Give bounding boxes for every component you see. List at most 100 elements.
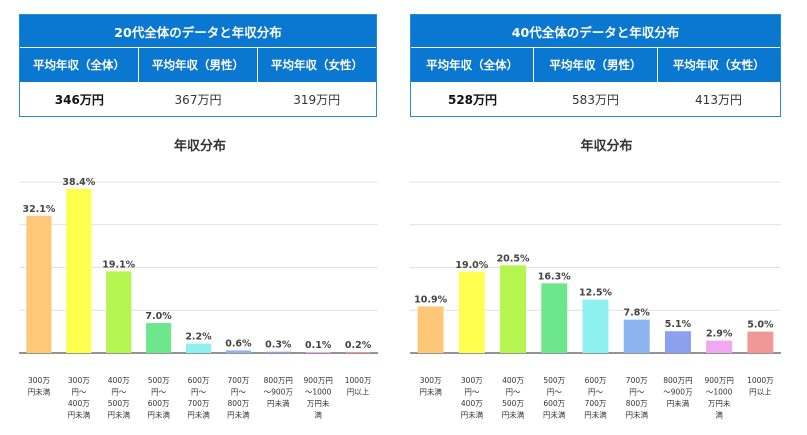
bar [747, 331, 774, 353]
x-tick-line: 満 [314, 411, 322, 420]
x-tick-line: 900万円 [705, 376, 734, 385]
x-tick-line: 500万 [502, 399, 524, 408]
x-tick-line: 円～ [588, 388, 603, 397]
x-tick-line: 300万 [461, 376, 483, 385]
chart-title: 年収分布 [580, 139, 633, 154]
bar [66, 188, 92, 353]
header-avg-female: 平均年収（女性） [672, 58, 765, 72]
header-avg-female: 平均年収（女性） [271, 58, 363, 72]
stats-value-row: 346万円 367万円 319万円 [20, 82, 376, 116]
bar [26, 215, 52, 353]
bar-value-label: 19.1% [102, 259, 135, 270]
x-tick-line: 400万 [502, 376, 524, 385]
x-tick-line: 700万 [626, 376, 648, 385]
x-tick-label: 500万円～ 600万円未満 [543, 376, 566, 420]
bar-value-label: 2.2% [185, 332, 212, 343]
bar [417, 306, 444, 353]
x-tick-line: 円未満 [419, 387, 442, 397]
x-tick-line: 円未満 [267, 398, 290, 408]
x-tick-line: 円未満 [227, 410, 250, 420]
bar [706, 340, 733, 353]
x-tick-line: 円～ [629, 388, 644, 397]
x-tick-line: 600万 [188, 376, 210, 385]
x-tick-label: 1000万円以上 [747, 376, 774, 397]
stats-table-title: 20代全体のデータと年収分布 [20, 15, 376, 48]
x-tick-label: 400万円～ 500万円未満 [107, 376, 130, 420]
bar-value-label: 5.1% [665, 319, 692, 330]
x-tick-line: 500万 [108, 399, 130, 408]
x-tick-line: 円未満 [502, 410, 525, 420]
x-tick-line: 円未満 [68, 410, 91, 420]
stats-header-row: 平均年収（全体） 平均年収（男性） 平均年収（女性） [411, 48, 780, 82]
bar-value-label: 2.9% [706, 329, 733, 340]
x-tick-line: 400万 [68, 399, 90, 408]
value-avg-male: 583万円 [572, 92, 619, 107]
bar-value-label: 10.9% [414, 294, 447, 305]
x-tick-line: 500万 [543, 376, 565, 385]
header-avg-all: 平均年収（全体） [20, 48, 139, 82]
x-tick-line: 500万 [148, 376, 170, 385]
x-tick-line: 600万 [543, 399, 565, 408]
x-tick-line: 円以上 [347, 388, 370, 397]
value-avg-female: 319万円 [293, 92, 341, 107]
value-avg-all: 346万円 [54, 92, 104, 107]
x-tick-line: 円～ [151, 388, 166, 397]
x-tick-line: 300万 [28, 376, 50, 385]
x-tick-label: 900万円 ～1000 万円未満 [705, 376, 734, 420]
x-tick-line: 円～ [506, 388, 521, 397]
x-tick-line: 円未満 [147, 410, 170, 420]
chart-title: 年収分布 [173, 139, 226, 154]
x-tick-line: 700万 [585, 399, 607, 408]
x-tick-line: 400万 [461, 399, 483, 408]
bar [664, 331, 691, 353]
bar [345, 352, 371, 353]
x-tick-line: 万円未 [708, 398, 731, 408]
bar-value-label: 20.5% [497, 253, 530, 264]
x-tick-line: 万円未 [307, 398, 330, 408]
x-tick-line: 円～ [111, 388, 126, 397]
stats-header-row: 平均年収（全体） 平均年収（男性） 平均年収（女性） [20, 48, 376, 82]
bar [541, 283, 568, 353]
x-tick-line: 800万 [227, 399, 249, 408]
bar [305, 352, 331, 353]
bar [146, 323, 172, 353]
bar [265, 351, 291, 353]
x-tick-line: ～900万 [264, 388, 294, 397]
x-tick-label: 900万円 ～1000 万円未満 [304, 376, 333, 420]
bar-value-label: 0.6% [225, 338, 252, 349]
bar-value-label: 5.0% [747, 320, 774, 331]
x-tick-line: 700万 [227, 376, 249, 385]
x-tick-line: ～1000 [706, 388, 733, 397]
x-tick-line: 600万 [148, 399, 170, 408]
stats-table-40s: 40代全体のデータと年収分布 平均年収（全体） 平均年収（男性） 平均年収（女性… [410, 14, 781, 117]
x-tick-line: 円～ [191, 388, 206, 397]
x-tick-label: 800万円 ～900万円未満 [663, 376, 693, 408]
x-tick-label: 300万円～ 400万円未満 [68, 376, 91, 420]
value-avg-all: 528万円 [447, 92, 498, 107]
x-tick-line: 1000万 [345, 376, 372, 385]
bar-value-label: 16.3% [538, 271, 571, 282]
x-tick-line: 800万円 [663, 376, 692, 385]
x-tick-line: 900万円 [304, 376, 333, 385]
x-tick-line: 600万 [585, 376, 607, 385]
stats-table-20s: 20代全体のデータと年収分布 平均年収（全体） 平均年収（男性） 平均年収（女性… [19, 14, 377, 117]
x-tick-line: 円未満 [584, 410, 607, 420]
bar-value-label: 7.0% [145, 311, 172, 322]
bar-value-label: 0.1% [305, 340, 332, 351]
x-tick-line: 円以上 [749, 388, 772, 397]
x-tick-line: 400万 [108, 376, 130, 385]
x-tick-label: 600万円～ 700万円未満 [584, 376, 607, 420]
bar-value-label: 7.8% [624, 308, 651, 319]
x-tick-label: 1000万円以上 [345, 376, 372, 397]
value-avg-male: 367万円 [174, 92, 222, 107]
x-tick-label: 600万円～ 700万円未満 [187, 376, 210, 420]
x-tick-line: 円未満 [543, 410, 566, 420]
bar [500, 265, 527, 353]
x-tick-label: 700万円～ 800万円未満 [227, 376, 250, 420]
bar-value-label: 12.5% [579, 288, 612, 299]
x-tick-line: 円未満 [107, 410, 130, 420]
x-tick-label: 400万円～ 500万円未満 [502, 376, 525, 420]
bar [185, 343, 212, 353]
x-tick-line: 満 [715, 411, 723, 420]
